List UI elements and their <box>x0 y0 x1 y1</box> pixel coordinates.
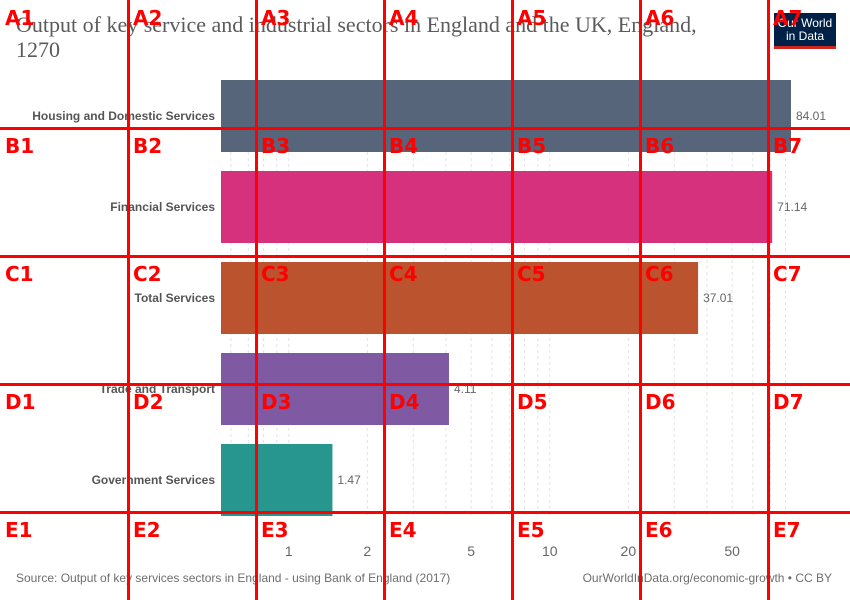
overlay-cell-label: D7 <box>773 390 804 414</box>
overlay-cell-label: E2 <box>133 518 161 542</box>
overlay-cell-label: C3 <box>261 262 290 286</box>
overlay-cell-label: A4 <box>389 6 419 30</box>
x-tick-label: 10 <box>542 543 558 559</box>
overlay-hline <box>0 383 850 386</box>
logo-line-1: Our World <box>777 16 833 30</box>
x-tick-label: 50 <box>724 543 740 559</box>
overlay-cell-label: C7 <box>773 262 802 286</box>
overlay-cell-label: E4 <box>389 518 417 542</box>
overlay-cell-label: A6 <box>645 6 675 30</box>
bar <box>221 353 449 425</box>
overlay-hline <box>0 127 850 130</box>
bar <box>221 171 773 243</box>
overlay-cell-label: E3 <box>261 518 289 542</box>
overlay-cell-label: D3 <box>261 390 292 414</box>
overlay-cell-label: B3 <box>261 134 291 158</box>
overlay-cell-label: E7 <box>773 518 801 542</box>
category-label: Government Services <box>92 473 216 487</box>
overlay-cell-label: A2 <box>133 6 163 30</box>
overlay-cell-label: C2 <box>133 262 162 286</box>
bar <box>221 444 333 516</box>
overlay-cell-label: B6 <box>645 134 675 158</box>
overlay-cell-label: A7 <box>773 6 803 30</box>
overlay-cell-label: D2 <box>133 390 164 414</box>
logo-line-2: in Data <box>785 29 825 43</box>
source-note[interactable]: Source: Output of key services sectors i… <box>16 571 451 585</box>
category-label: Financial Services <box>110 200 215 214</box>
overlay-cell-label: B5 <box>517 134 547 158</box>
overlay-cell-label: A5 <box>517 6 547 30</box>
overlay-cell-label: C1 <box>5 262 34 286</box>
overlay-cell-label: D4 <box>389 390 420 414</box>
overlay-cell-label: C6 <box>645 262 674 286</box>
x-tick-label: 5 <box>467 543 475 559</box>
x-tick-label: 1 <box>285 543 293 559</box>
value-label: 71.14 <box>777 200 807 214</box>
overlay-hline <box>0 255 850 258</box>
value-label: 37.01 <box>703 291 733 305</box>
overlay-cell-label: A1 <box>5 6 35 30</box>
category-label: Housing and Domestic Services <box>32 109 215 123</box>
overlay-cell-label: D5 <box>517 390 548 414</box>
overlay-cell-label: A3 <box>261 6 291 30</box>
overlay-cell-label: B2 <box>133 134 163 158</box>
overlay-cell-label: C4 <box>389 262 418 286</box>
overlay-cell-label: D6 <box>645 390 676 414</box>
overlay-vline <box>639 0 642 600</box>
overlay-cell-label: E6 <box>645 518 673 542</box>
overlay-cell-label: E5 <box>517 518 545 542</box>
overlay-cell-label: E1 <box>5 518 33 542</box>
overlay-vline <box>255 0 258 600</box>
overlay-cell-label: B1 <box>5 134 35 158</box>
category-label: Total Services <box>135 291 216 305</box>
owid-logo[interactable]: Our World in Data <box>774 13 836 49</box>
overlay-cell-label: B4 <box>389 134 419 158</box>
overlay-vline <box>511 0 514 600</box>
value-label: 1.47 <box>337 473 361 487</box>
overlay-vline <box>127 0 130 600</box>
value-label: 84.01 <box>796 109 826 123</box>
credit-link[interactable]: OurWorldInData.org/economic-growth • CC … <box>582 571 832 585</box>
overlay-cell-label: B7 <box>773 134 803 158</box>
overlay-vline <box>767 0 770 600</box>
overlay-hline <box>0 511 850 514</box>
x-tick-label: 20 <box>621 543 637 559</box>
overlay-cell-label: D1 <box>5 390 36 414</box>
x-tick-label: 2 <box>363 543 371 559</box>
overlay-vline <box>383 0 386 600</box>
bar <box>221 80 791 152</box>
overlay-cell-label: C5 <box>517 262 546 286</box>
bar <box>221 262 699 334</box>
